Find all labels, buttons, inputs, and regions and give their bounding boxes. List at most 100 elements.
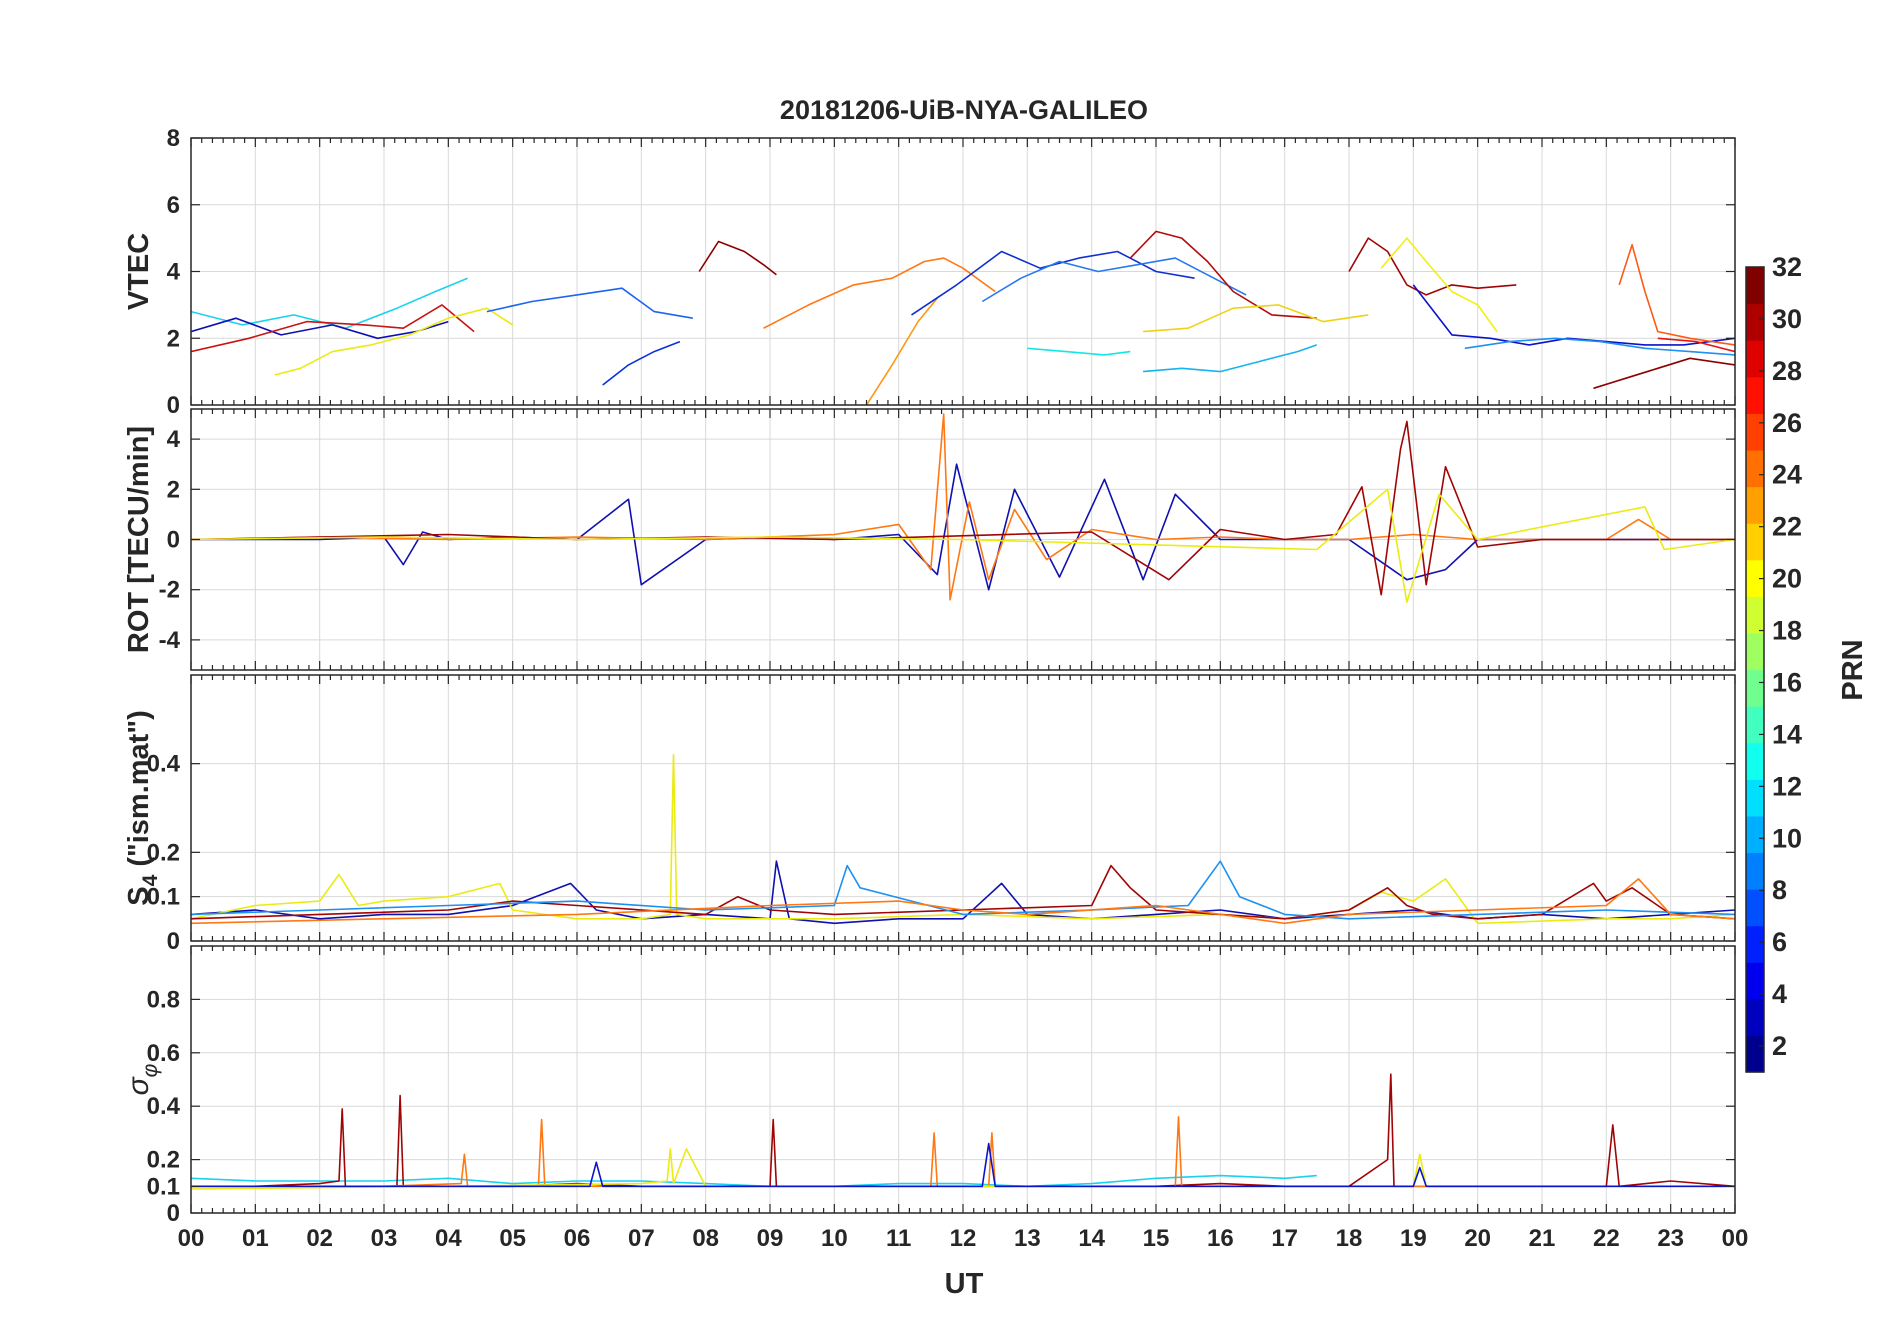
colorbar-swatch [1746, 998, 1764, 1037]
rot-y-tick-label: 0 [167, 527, 180, 554]
x-tick-label: 19 [1400, 1225, 1427, 1252]
vtec-series-prn-12 [191, 277, 468, 330]
s4-y-axis-label-rest: ("ism.mat") [123, 710, 155, 874]
vtec-series-prn-30 [1129, 230, 1317, 319]
s4-y-axis-label-main: S [123, 886, 155, 905]
vtec-series-prn-32 [1593, 357, 1735, 390]
colorbar-swatch [1746, 449, 1764, 488]
vtec-series-prn-19 [1380, 237, 1498, 333]
vtec-series-prn-25 [1618, 244, 1735, 346]
rot-y-tick-label: 4 [167, 426, 181, 453]
s4-series-prn-20 [191, 753, 1735, 925]
vtec-y-tick-label: 8 [167, 125, 180, 152]
vtec-y-tick-label: 6 [167, 192, 180, 219]
x-tick-label: 00 [1722, 1225, 1749, 1252]
colorbar-tick-label: 14 [1772, 719, 1802, 749]
s4-series-prn-24 [191, 878, 1735, 925]
vtec-series-prn-6 [911, 250, 1195, 316]
x-tick-label: 08 [692, 1225, 719, 1252]
colorbar-tick-label: 28 [1772, 356, 1802, 386]
x-tick-label: 05 [499, 1225, 526, 1252]
sigma_phi-series-prn-24 [191, 1116, 1735, 1188]
colorbar-tick-label: 22 [1772, 512, 1802, 542]
sigma_phi-y-axis-label-main: σ [122, 1075, 155, 1095]
x-tick-label: 12 [950, 1225, 977, 1252]
x-tick-label: 17 [1271, 1225, 1298, 1252]
rot-y-tick-label: -4 [159, 627, 181, 654]
vtec-series-prn-22 [865, 297, 938, 405]
x-tick-label: 00 [178, 1225, 205, 1252]
panel-vtec: 0 2 4 6 8 VTEC [123, 125, 1736, 419]
s4-series-prn-2 [191, 860, 1735, 925]
x-tick-label: 20 [1464, 1225, 1491, 1252]
colorbar-swatch [1746, 925, 1764, 963]
s4-series-prn-31 [191, 864, 1735, 920]
sigma_phi-y-tick-label: 0 [167, 1200, 180, 1227]
s4-series-prn-10 [191, 860, 1735, 920]
sigma_phi-y-tick-label: 0.4 [147, 1093, 181, 1120]
vtec-series-prn-11 [1143, 344, 1318, 373]
x-tick-label: 02 [306, 1225, 333, 1252]
vtec-y-tick-label: 4 [167, 259, 181, 286]
vtec-series-prn-20 [274, 307, 514, 376]
vtec-series-prn-31 [1348, 237, 1517, 296]
colorbar-swatch [1746, 559, 1764, 597]
x-tick-label: 18 [1336, 1225, 1363, 1252]
colorbar-swatch [1746, 376, 1764, 414]
x-tick-label: 06 [564, 1225, 591, 1252]
sigma_phi-y-tick-label: 0.1 [147, 1173, 180, 1200]
colorbar-swatch [1746, 596, 1764, 634]
x-tick-label: 01 [242, 1225, 269, 1252]
colorbar-swatch [1746, 779, 1764, 817]
sigma_phi-y-tick-label: 0.2 [147, 1147, 180, 1174]
x-tick-label: 10 [821, 1225, 848, 1252]
x-tick-label: 14 [1078, 1225, 1105, 1252]
colorbar-swatch [1746, 815, 1764, 854]
vtec-series-prn-21 [1143, 304, 1369, 333]
vtec-series-prn-29 [191, 304, 475, 353]
panel-rot: -4 -2 0 2 4 ROT [TECU/min] [123, 408, 1736, 671]
colorbar-tick-label: 18 [1772, 616, 1802, 646]
x-tick-label: 11 [886, 1225, 911, 1252]
panel-s4: 0 0.1 0.2 0.4 S4 ("ism.mat") [123, 674, 1736, 955]
colorbar-swatch [1746, 852, 1764, 890]
x-axis: 00 01 02 03 04 05 06 07 08 09 10 11 12 13 14 15 16 17 18 19… [178, 1225, 1749, 1252]
x-tick-label: 13 [1014, 1225, 1041, 1252]
s4-y-tick-label: 0.2 [147, 839, 180, 866]
vtec-series-prn-32 [698, 240, 777, 276]
x-tick-label: 04 [435, 1225, 462, 1252]
x-tick-label: 16 [1207, 1225, 1234, 1252]
s4-series-group [191, 753, 1735, 925]
colorbar-swatch [1746, 669, 1764, 707]
vtec-series-prn-28 [1657, 337, 1735, 353]
colorbar-swatch [1746, 413, 1764, 451]
x-tick-label: 21 [1529, 1225, 1556, 1252]
s4-y-tick-label: 0.1 [147, 884, 180, 911]
colorbar-tick-label: 24 [1772, 460, 1802, 490]
colorbar-swatch [1746, 889, 1764, 927]
vtec-series-prn-24 [763, 257, 996, 329]
s4-y-tick-label: 0 [167, 928, 180, 955]
vtec-series-prn-4 [602, 340, 681, 386]
sigma_phi-y-axis-label-sub: φ [139, 1063, 162, 1077]
s4-y-tick-label: 0.4 [147, 751, 181, 778]
x-tick-label: 09 [757, 1225, 784, 1252]
colorbar-tick-label: 6 [1772, 927, 1787, 957]
colorbar-swatch [1746, 706, 1764, 744]
vtec-series-prn-3 [1412, 284, 1735, 346]
sigma_phi-y-tick-label: 0.8 [147, 986, 180, 1013]
colorbar-label: PRN [1837, 639, 1869, 700]
sigma_phi-y-tick-label: 0.6 [147, 1040, 180, 1067]
colorbar-swatch [1746, 486, 1764, 524]
colorbar-tick-label: 4 [1772, 979, 1787, 1009]
colorbar-swatch [1746, 962, 1764, 1000]
chart-title: 20181206-UiB-NYA-GALILEO [780, 95, 1148, 125]
x-tick-label: 03 [371, 1225, 398, 1252]
colorbar-swatch [1746, 523, 1764, 561]
colorbar-tick-label: 30 [1772, 304, 1802, 334]
vtec-series-group [191, 230, 1735, 405]
colorbar-tick-label: 20 [1772, 564, 1802, 594]
s4-y-axis-label-sub: 4 [139, 874, 162, 886]
colorbar-frame [1745, 266, 1765, 1073]
colorbar-swatch [1746, 303, 1764, 341]
